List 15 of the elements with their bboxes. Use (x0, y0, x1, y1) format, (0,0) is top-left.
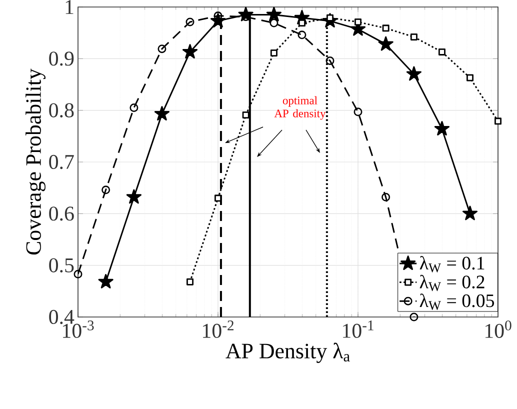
y-axis-title: Coverage Probability (26, 68, 46, 255)
x-tick-label: 10$^{-2}$ (203, 320, 234, 338)
y-tick-label: 0.8 (49, 103, 74, 118)
x-tick-label: 10$^{-1}$ (343, 320, 374, 338)
y-tick-label: 0.6 (49, 206, 74, 221)
legend-label: λ$_{W}$ = 0.05 (420, 294, 494, 310)
x-axis-title: AP Density λ$_{a}$ (226, 342, 350, 363)
y-tick-label: 0.5 (49, 258, 74, 272)
y-tick-label: 0.7 (49, 154, 74, 170)
legend-label: λ$_{W}$ = 0.1 (420, 256, 484, 272)
annotation: optimal AP density (274, 96, 326, 120)
y-tick-label: 0.9 (49, 52, 74, 66)
legend-label: λ$_{W}$ = 0.2 (420, 274, 484, 292)
x-tick-label: 10$^{0}$ (485, 320, 512, 338)
y-tick-label: 1 (66, 0, 74, 14)
